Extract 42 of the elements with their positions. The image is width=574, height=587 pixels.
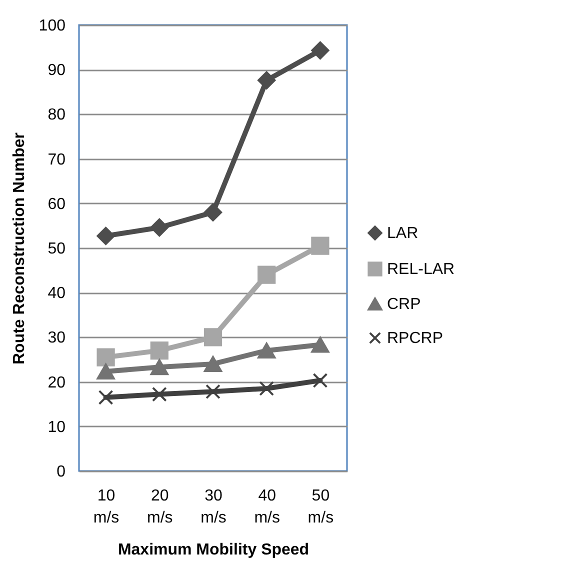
point — [204, 203, 222, 222]
point — [150, 342, 168, 360]
x-tick-label: 50 m/s — [308, 488, 334, 526]
y-tick-label: 90 — [48, 62, 66, 80]
point — [96, 226, 115, 246]
x-axis-title: Maximum Mobility Speed — [118, 542, 310, 558]
y-tick-label: 10 — [48, 418, 66, 436]
y-tick-label: 70 — [48, 151, 66, 168]
legend-label: LAR — [387, 225, 418, 242]
legend-label: REL-LAR — [387, 261, 455, 278]
point — [312, 373, 328, 388]
point — [150, 359, 168, 376]
legend-label: CRP — [387, 296, 421, 313]
y-tick-label: 100 — [38, 18, 66, 34]
point — [258, 266, 276, 284]
y-axis-title: Route Reconstruction Number — [10, 132, 28, 365]
point — [311, 336, 330, 353]
x-tick-label: 20 m/s — [147, 488, 173, 526]
y-tick-label: 80 — [48, 106, 66, 124]
y-tick-label: 50 — [48, 240, 66, 258]
y-tick-label: 30 — [48, 330, 66, 347]
y-tick-label: 40 — [48, 285, 66, 302]
y-tick-label: 60 — [48, 196, 66, 213]
x-tick-label: 40 m/s — [254, 488, 280, 526]
point — [150, 218, 168, 237]
point — [204, 328, 222, 346]
y-tick-label: 0 — [56, 464, 66, 480]
y-tick-label: 20 — [48, 374, 66, 392]
x-tick-label: 10 m/s — [93, 488, 120, 526]
point — [204, 356, 222, 372]
point — [152, 386, 167, 402]
point — [311, 41, 330, 60]
point — [206, 384, 220, 400]
legend-label: RPCRP — [387, 330, 444, 347]
x-tick-label: 30 m/s — [200, 488, 226, 526]
point — [258, 342, 276, 359]
point — [96, 364, 115, 380]
point — [98, 390, 114, 405]
point — [311, 236, 330, 255]
point — [96, 348, 115, 366]
point — [258, 71, 276, 90]
point — [259, 381, 274, 396]
